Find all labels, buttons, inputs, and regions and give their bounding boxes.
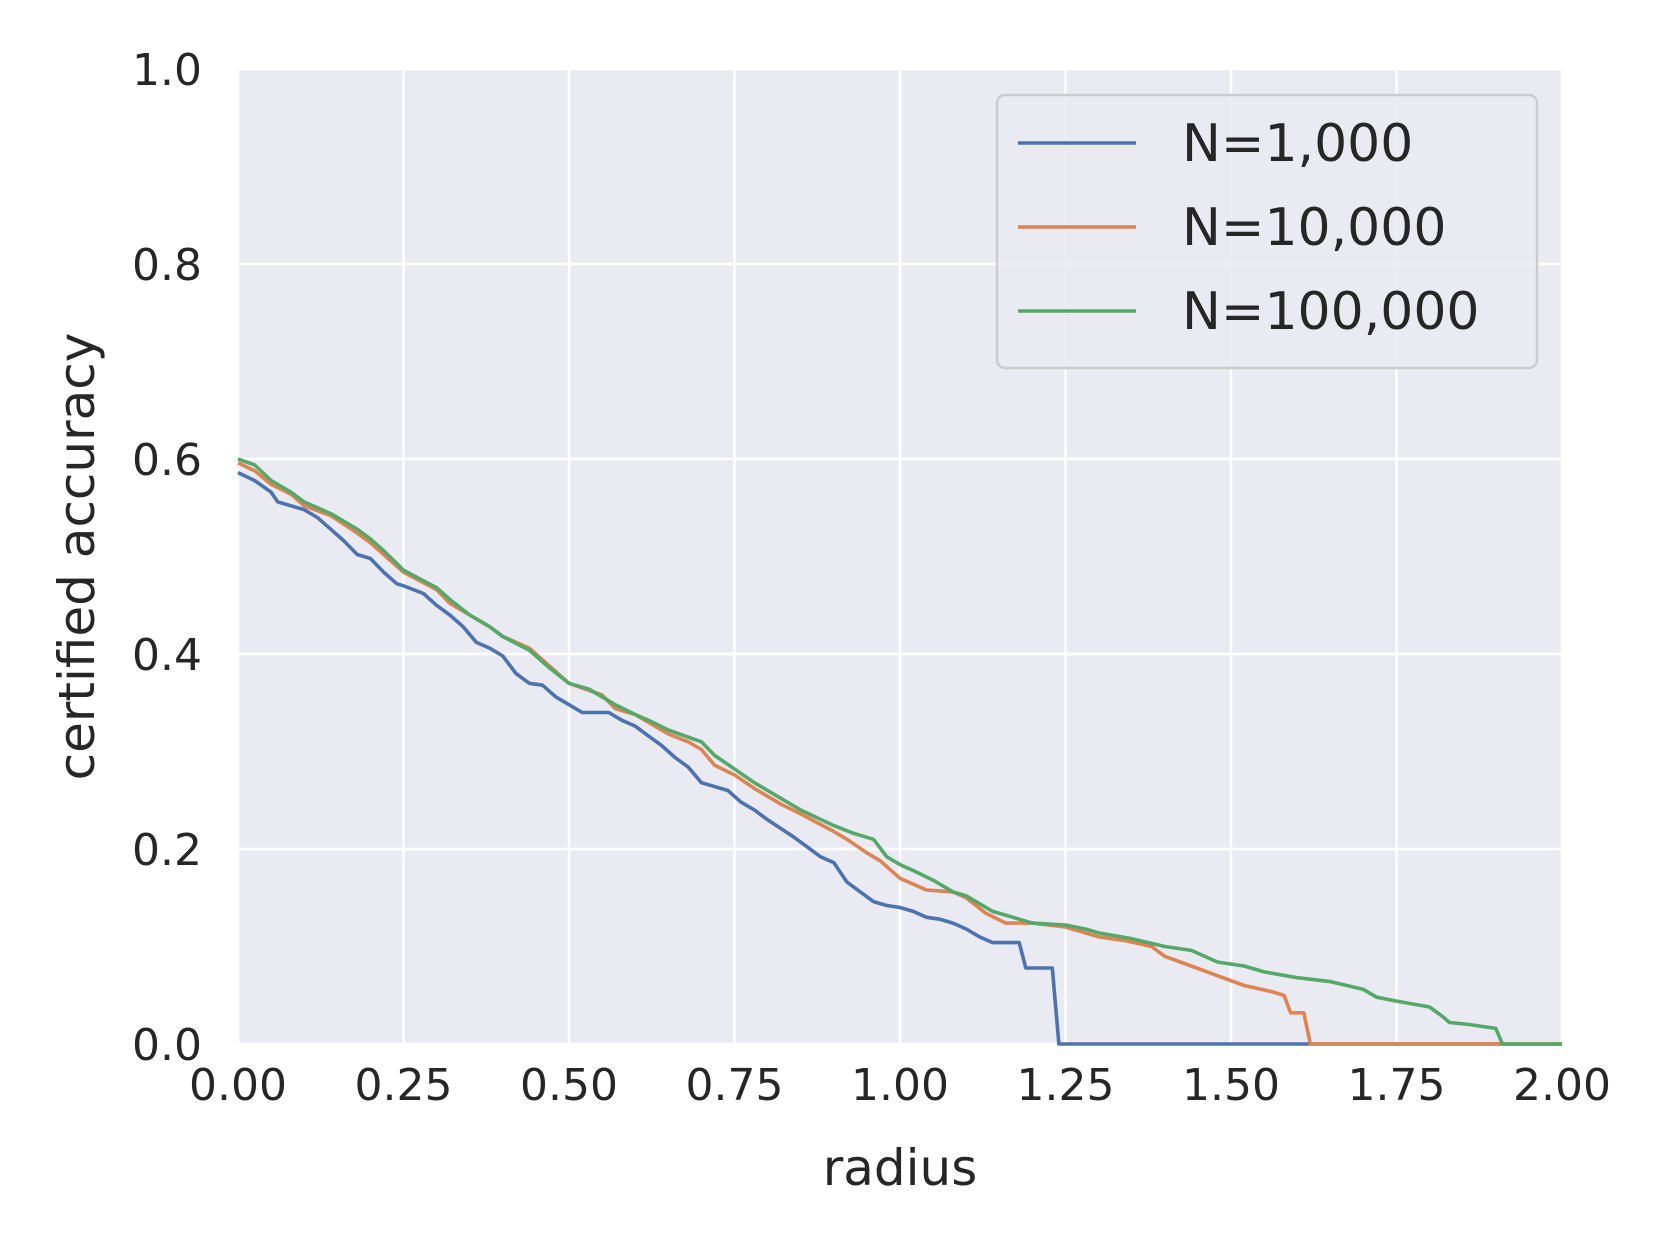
legend-box [995, 93, 1539, 370]
y-axis-label: certified accuracy [48, 333, 106, 781]
y-tick-label: 0.4 [132, 630, 202, 681]
series-line-3 [237, 457, 1562, 1046]
legend: N=1,000 N=10,000 N=100,000 [995, 93, 1539, 370]
legend-label-2: N=10,000 [1182, 198, 1446, 258]
x-tick-label: 0.25 [355, 1060, 453, 1111]
x-tick-label: 1.25 [1017, 1060, 1115, 1111]
legend-label-1: N=1,000 [1182, 114, 1413, 174]
y-tick-label: 0.2 [132, 825, 202, 876]
series-line-1 [237, 470, 1562, 1046]
y-tick-label: 0.6 [132, 435, 202, 486]
y-tick-label: 0.8 [132, 240, 202, 291]
y-axis-ticks: 0.0 0.2 0.4 0.6 0.8 1.0 [132, 45, 202, 1071]
x-tick-label: 2.00 [1513, 1060, 1611, 1111]
x-axis-ticks: 0.00 0.25 0.50 0.75 1.00 1.25 1.50 1.75 2.00 [189, 1060, 1611, 1111]
x-tick-label: 1.75 [1348, 1060, 1446, 1111]
x-tick-label: 1.00 [851, 1060, 949, 1111]
y-tick-label: 0.0 [132, 1020, 202, 1071]
y-tick-label: 1.0 [132, 45, 202, 96]
x-tick-label: 0.75 [686, 1060, 784, 1111]
x-tick-label: 0.50 [520, 1060, 618, 1111]
legend-label-3: N=100,000 [1182, 282, 1480, 342]
x-tick-label: 1.50 [1182, 1060, 1280, 1111]
x-axis-label: radius [823, 1139, 978, 1197]
series-layer [237, 457, 1562, 1046]
legend-items: N=1,000 N=10,000 N=100,000 [1018, 114, 1480, 342]
x-tick-label: 0.00 [189, 1060, 287, 1111]
